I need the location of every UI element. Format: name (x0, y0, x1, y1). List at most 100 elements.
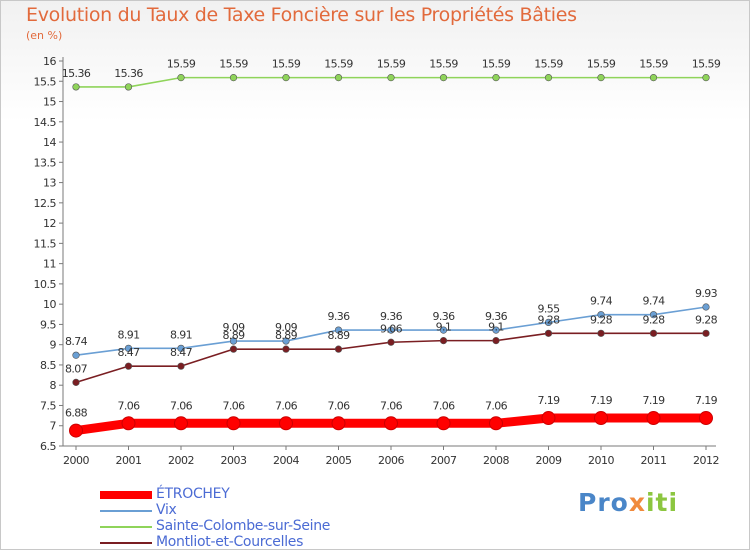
data-point (124, 344, 133, 352)
data-point (174, 416, 188, 431)
data-label: 9.1 (488, 321, 504, 334)
x-tick-label: 2001 (116, 454, 142, 467)
data-label: 9.06 (380, 322, 403, 335)
data-point (177, 74, 185, 82)
data-point (646, 411, 661, 426)
data-label: 9.28 (642, 313, 665, 326)
data-label: 15.36 (62, 67, 91, 80)
data-label: 7.06 (380, 399, 403, 412)
data-point (541, 411, 556, 426)
data-point (489, 416, 503, 431)
y-tick-label: 9 (50, 339, 57, 352)
data-label: 9.28 (537, 313, 560, 326)
data-label: 15.59 (639, 58, 668, 71)
data-point (177, 344, 185, 352)
chart-title: Evolution du Taux de Taxe Foncière sur l… (26, 4, 577, 26)
x-tick-label: 2003 (221, 454, 247, 467)
data-point (72, 351, 80, 359)
data-label: 7.19 (537, 394, 560, 407)
legend-label: Vix (156, 502, 177, 518)
data-label: 7.06 (222, 399, 245, 412)
data-label: 8.89 (327, 329, 350, 342)
data-point (597, 311, 605, 319)
x-tick-label: 2011 (641, 454, 667, 467)
data-label: 7.06 (117, 399, 140, 412)
x-tick-label: 2000 (63, 454, 89, 467)
data-point (72, 83, 80, 91)
data-point (594, 411, 608, 426)
data-label: 9.74 (642, 295, 665, 308)
data-label: 6.88 (65, 407, 88, 420)
data-point (439, 326, 448, 334)
data-point (492, 326, 500, 334)
data-point (439, 74, 448, 82)
y-tick-label: 12.5 (34, 197, 57, 210)
x-tick-label: 2008 (483, 454, 509, 467)
data-point (121, 416, 136, 431)
data-label: 8.89 (275, 329, 298, 342)
data-label: 9.36 (380, 310, 403, 323)
data-point (649, 74, 658, 82)
data-label: 9.36 (432, 310, 455, 323)
data-label: 8.07 (65, 362, 88, 375)
y-tick-label: 7.5 (40, 399, 56, 412)
data-label: 7.06 (432, 399, 455, 412)
data-point (124, 362, 133, 370)
data-label: 7.19 (695, 394, 718, 407)
data-point (699, 411, 713, 426)
data-label: 15.59 (377, 58, 406, 71)
y-tick-label: 6.5 (40, 440, 56, 453)
legend-swatch (100, 491, 152, 499)
data-point (436, 416, 451, 431)
data-point (282, 337, 290, 345)
data-point (229, 74, 238, 82)
chart-unit-label: (en %) (26, 29, 63, 42)
data-point (229, 345, 238, 353)
y-tick-label: 14 (43, 136, 56, 149)
logo-part: Pro (578, 488, 629, 517)
legend-label: Montliot-et-Courcelles (156, 534, 304, 550)
data-label: 9.93 (695, 287, 718, 300)
data-label: 7.06 (275, 399, 298, 412)
data-point (544, 318, 553, 326)
legend-swatch (100, 526, 152, 528)
data-label: 15.59 (272, 58, 301, 71)
x-tick-label: 2006 (378, 454, 404, 467)
data-label: 15.59 (534, 58, 563, 71)
data-label: 9.09 (275, 321, 298, 334)
data-point (492, 337, 500, 345)
data-point (387, 338, 395, 346)
data-point (384, 416, 398, 431)
data-label: 15.59 (219, 58, 248, 71)
data-point (279, 416, 293, 431)
data-label: 8.91 (170, 328, 192, 341)
data-point (124, 83, 133, 91)
logo-part: x (628, 488, 646, 517)
data-label: 9.74 (590, 295, 613, 308)
data-label: 7.06 (485, 399, 508, 412)
y-tick-label: 11 (43, 258, 56, 271)
y-tick-label: 11.5 (34, 237, 57, 250)
data-point (69, 423, 83, 438)
data-label: 15.59 (429, 58, 458, 71)
data-label: 7.06 (327, 399, 350, 412)
data-label: 15.36 (114, 67, 143, 80)
legend-swatch (100, 510, 152, 512)
data-point (334, 345, 343, 353)
data-point (544, 329, 553, 337)
data-point (649, 329, 658, 337)
y-tick-label: 8.5 (40, 359, 56, 372)
proxiti-logo: Proxiti (578, 488, 678, 517)
x-tick-label: 2007 (431, 454, 457, 467)
y-tick-label: 15.5 (34, 75, 57, 88)
data-label: 15.59 (587, 58, 616, 71)
y-tick-label: 7 (50, 420, 57, 433)
data-label: 8.91 (117, 328, 139, 341)
data-point (544, 74, 553, 82)
data-point (334, 74, 343, 82)
legend-label: Sainte-Colombe-sur-Seine (156, 518, 331, 534)
data-label: 9.09 (222, 321, 245, 334)
data-point (282, 74, 290, 82)
